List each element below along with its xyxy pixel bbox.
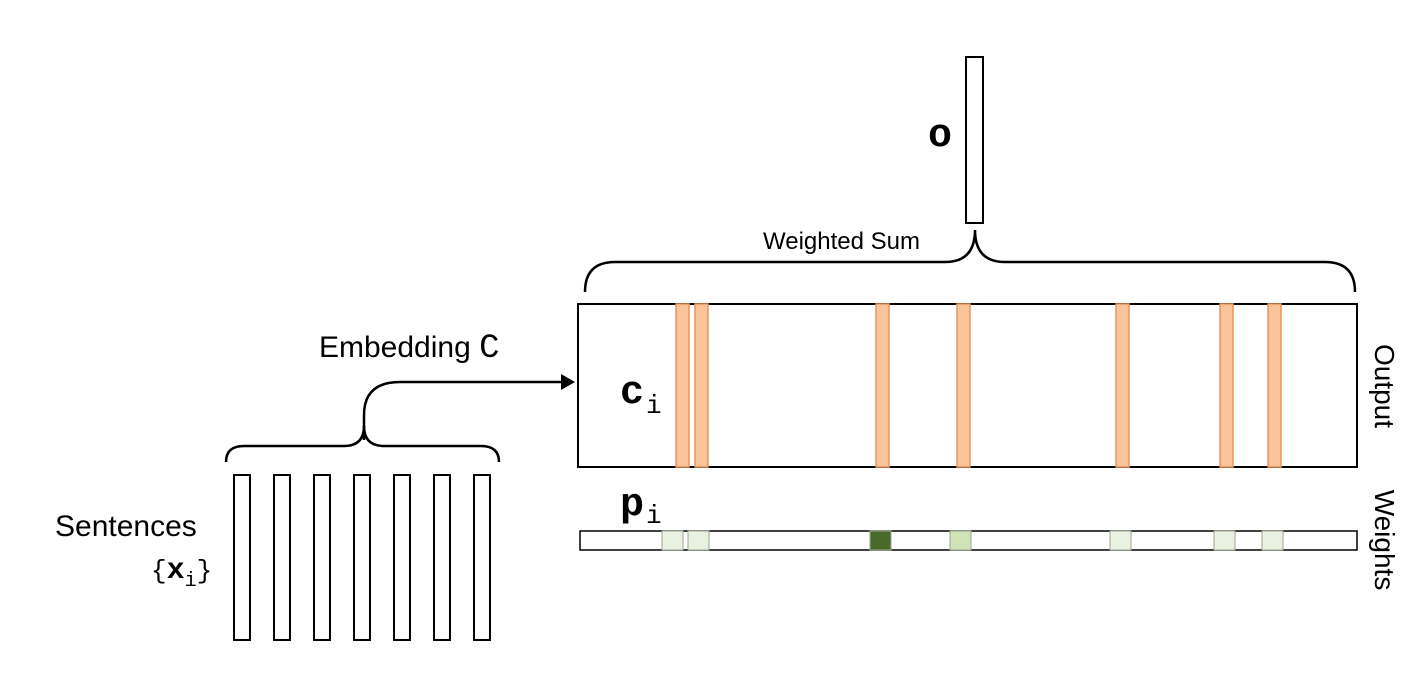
sentence-vector-7 xyxy=(473,474,491,641)
memory-columns xyxy=(675,303,1282,468)
xi-main: x xyxy=(167,554,185,588)
weight-cells xyxy=(661,530,1284,551)
embedding-text: Embedding xyxy=(319,331,479,364)
xi-label: {xi} xyxy=(151,554,212,593)
sentences-label: Sentences xyxy=(55,510,197,543)
weighted-sum-label: Weighted Sum xyxy=(763,228,920,255)
embedding-label: Embedding C xyxy=(319,330,500,368)
weight-cell-4 xyxy=(949,530,972,551)
output-vector-label: o xyxy=(928,114,952,159)
pi-main: p xyxy=(620,483,644,528)
xi-open-brace: { xyxy=(151,556,167,586)
memory-column-4 xyxy=(956,303,971,468)
weight-cell-1 xyxy=(661,530,684,551)
xi-close-brace: } xyxy=(197,556,213,586)
weights-side-label: Weights xyxy=(1369,490,1400,591)
weight-cell-7 xyxy=(1261,530,1284,551)
memory-column-1 xyxy=(675,303,690,468)
sentence-vector-4 xyxy=(353,474,371,641)
memory-column-3 xyxy=(875,303,890,468)
embedding-arrow xyxy=(362,380,564,440)
sentences-brace xyxy=(224,425,501,463)
embedding-symbol: C xyxy=(479,330,499,368)
ci-subscript: i xyxy=(646,391,662,421)
weight-cell-2 xyxy=(687,530,710,551)
sentence-vector-2 xyxy=(273,474,291,641)
weight-cell-5 xyxy=(1109,530,1132,551)
weight-cell-6 xyxy=(1213,530,1236,551)
ci-main: c xyxy=(620,371,644,416)
pi-subscript: i xyxy=(646,501,662,531)
memory-column-7 xyxy=(1267,303,1282,468)
sentence-vector-3 xyxy=(313,474,331,641)
embedding-arrowhead xyxy=(561,374,575,390)
weighted-sum-brace xyxy=(583,229,1357,293)
output-side-label: Output xyxy=(1369,344,1400,428)
sentence-vector-6 xyxy=(433,474,451,641)
sentence-vector-5 xyxy=(393,474,411,641)
weight-cell-3 xyxy=(869,530,892,551)
pi-label: pi xyxy=(620,483,662,531)
memory-column-6 xyxy=(1219,303,1234,468)
xi-subscript: i xyxy=(185,570,197,593)
memory-column-2 xyxy=(694,303,709,468)
memory-column-5 xyxy=(1115,303,1130,468)
output-vector-o xyxy=(965,56,984,224)
sentence-vectors xyxy=(233,474,491,641)
sentence-vector-1 xyxy=(233,474,251,641)
ci-label: ci xyxy=(620,371,662,421)
